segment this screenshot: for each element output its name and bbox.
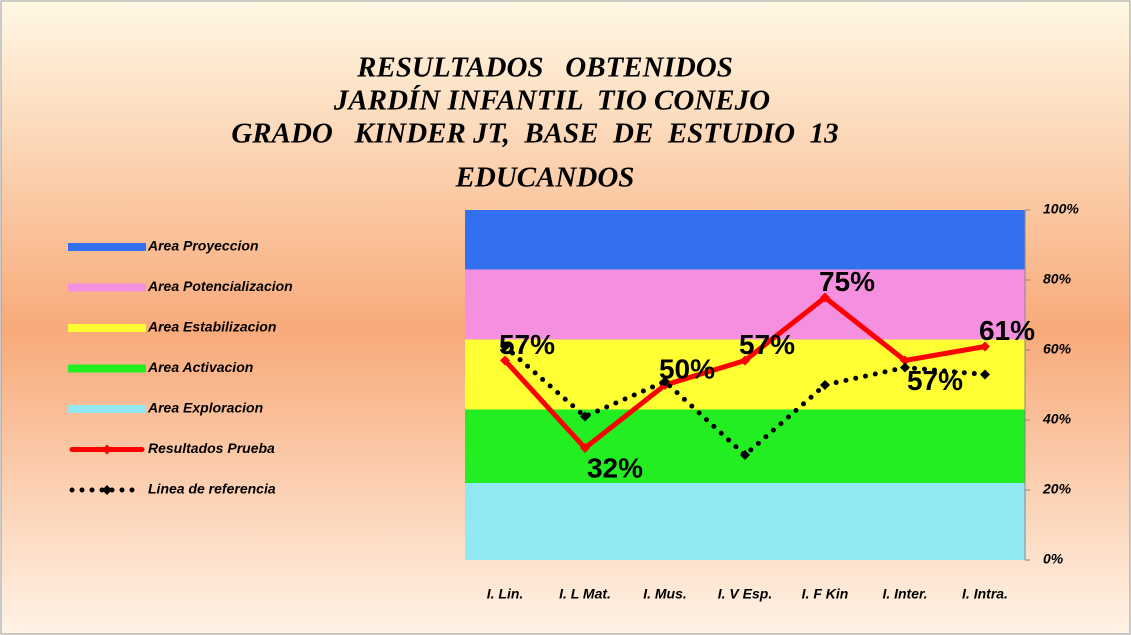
data-label: 57% — [739, 329, 795, 360]
band-segment — [465, 483, 546, 560]
y-tick-label: 100% — [1043, 201, 1079, 217]
data-label: 57% — [499, 329, 555, 360]
band-segment — [625, 210, 706, 270]
band-segment — [545, 339, 626, 410]
point-marker — [820, 380, 830, 390]
band-segment — [705, 269, 786, 340]
band-segment — [865, 269, 946, 340]
band-segment — [545, 483, 626, 560]
legend-label: Linea de referencia — [148, 481, 276, 497]
point-marker — [820, 292, 830, 303]
point-marker — [580, 443, 590, 453]
x-tick-label: I. Mus. — [643, 586, 687, 602]
y-tick-label: 80% — [1043, 271, 1072, 287]
legend-label: Area Exploracion — [147, 400, 263, 416]
legend-label: Area Estabilizacion — [147, 319, 276, 335]
band-segment — [705, 210, 786, 270]
point-marker — [740, 355, 750, 366]
legend-marker — [102, 485, 112, 495]
band-segment — [465, 409, 546, 483]
y-tick-label: 40% — [1042, 411, 1072, 427]
legend-swatch — [68, 324, 146, 332]
legend-label: Resultados Prueba — [148, 440, 275, 456]
point-marker — [980, 369, 990, 380]
band-segment — [785, 339, 866, 410]
band-segment — [545, 269, 626, 340]
band-segment — [625, 483, 706, 560]
band-segment — [945, 269, 1026, 340]
band-segment — [865, 210, 946, 270]
chart-title: GRADO KINDER JT, BASE DE ESTUDIO 13 — [231, 118, 838, 150]
band-segment — [705, 339, 786, 410]
point-marker — [660, 376, 670, 387]
point-marker — [500, 341, 510, 352]
chart-title: EDUCANDOS — [455, 162, 635, 194]
point-marker — [980, 341, 990, 352]
band-segment — [785, 210, 866, 270]
band-segment — [465, 269, 546, 340]
band-segment — [705, 409, 786, 483]
x-tick-label: I. F Kin — [802, 586, 849, 602]
data-label: 75% — [819, 266, 875, 297]
x-tick-label: I. L Mat. — [559, 586, 611, 602]
band-segment — [545, 210, 626, 270]
legend-marker — [102, 444, 112, 455]
x-tick-label: I. Intra. — [962, 586, 1008, 602]
band-segment — [945, 409, 1026, 483]
legend-label: Area Potencializacion — [147, 278, 293, 294]
band-segment — [465, 210, 546, 270]
chart-title: RESULTADOS OBTENIDOS — [356, 52, 733, 84]
data-label: 32% — [587, 452, 643, 483]
band-segment — [945, 210, 1026, 270]
band-segment — [785, 269, 866, 340]
band-segment — [625, 269, 706, 340]
x-tick-label: I. Inter. — [882, 586, 927, 602]
band-segment — [705, 483, 786, 560]
band-segment — [785, 483, 866, 560]
legend-swatch — [68, 243, 146, 251]
legend-swatch — [68, 283, 146, 292]
point-marker — [900, 362, 910, 373]
legend-label: Area Activacion — [147, 359, 253, 375]
band-segment — [865, 339, 946, 410]
y-tick-label: 0% — [1043, 551, 1064, 567]
point-marker — [580, 411, 590, 422]
band-segment — [625, 409, 706, 483]
band-segment — [785, 409, 866, 483]
band-segment — [865, 409, 946, 483]
y-tick-label: 60% — [1043, 341, 1072, 357]
point-marker — [500, 355, 510, 366]
data-label: 50% — [659, 353, 715, 384]
x-tick-label: I. V Esp. — [718, 586, 772, 602]
legend-swatch — [68, 405, 146, 413]
point-marker — [900, 355, 910, 366]
data-label: 61% — [979, 315, 1035, 346]
chart-title: JARDÍN INFANTIL TIO CONEJO — [333, 84, 770, 117]
band-segment — [945, 483, 1026, 560]
band-segment — [865, 483, 946, 560]
y-tick-label: 20% — [1042, 481, 1072, 497]
x-tick-label: I. Lin. — [487, 586, 524, 602]
point-marker — [740, 450, 750, 460]
legend-swatch — [68, 364, 146, 373]
legend-label: Area Proyeccion — [147, 238, 259, 254]
